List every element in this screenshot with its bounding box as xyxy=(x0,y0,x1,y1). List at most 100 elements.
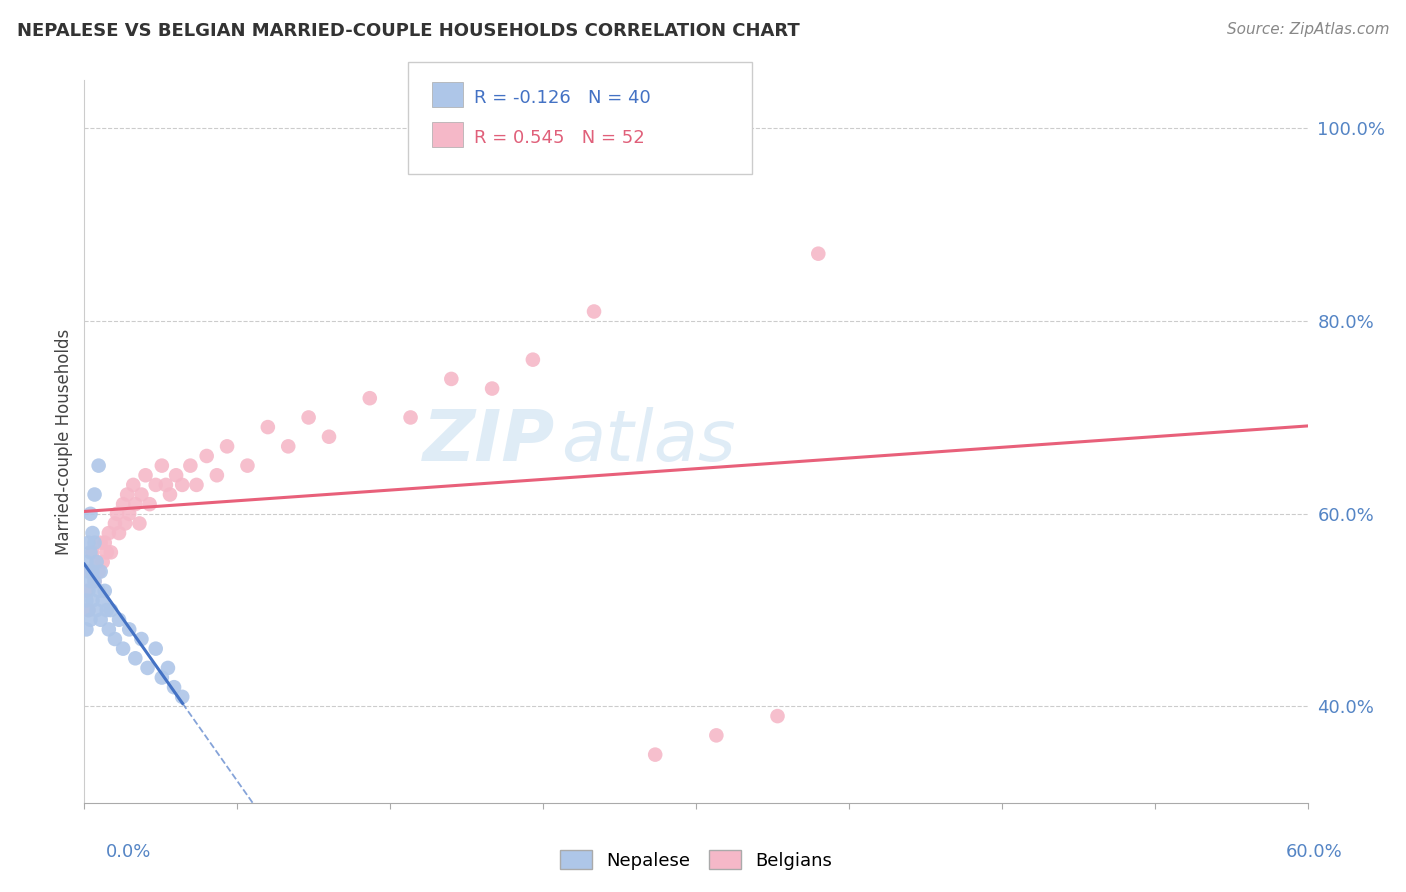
Point xyxy=(118,507,141,521)
Point xyxy=(807,246,830,260)
Point xyxy=(75,593,97,607)
Point xyxy=(277,439,299,453)
Text: 0.0%: 0.0% xyxy=(105,843,150,861)
Point xyxy=(82,545,104,559)
Point xyxy=(150,671,173,685)
Point xyxy=(522,352,544,367)
Point xyxy=(179,458,201,473)
Point xyxy=(115,487,138,501)
Point xyxy=(318,430,340,444)
Text: 60.0%: 60.0% xyxy=(1286,843,1343,861)
Point xyxy=(195,449,218,463)
Point xyxy=(131,487,153,501)
Point xyxy=(118,623,141,637)
Point xyxy=(108,526,131,541)
Point xyxy=(77,565,100,579)
Point xyxy=(79,613,101,627)
Point xyxy=(766,709,789,723)
Point xyxy=(75,583,97,598)
Point xyxy=(257,420,280,434)
Point xyxy=(112,497,135,511)
Point xyxy=(172,690,194,704)
Point xyxy=(236,458,259,473)
Point xyxy=(108,613,131,627)
Point xyxy=(359,391,381,405)
Point xyxy=(82,526,104,541)
Point xyxy=(100,545,122,559)
Text: Source: ZipAtlas.com: Source: ZipAtlas.com xyxy=(1226,22,1389,37)
Y-axis label: Married-couple Households: Married-couple Households xyxy=(55,328,73,555)
Point xyxy=(82,565,104,579)
Point xyxy=(583,304,606,318)
Point xyxy=(79,565,101,579)
Point xyxy=(150,458,173,473)
Point xyxy=(75,623,97,637)
Point xyxy=(114,516,136,531)
Point xyxy=(124,497,146,511)
Point xyxy=(217,439,239,453)
Point xyxy=(97,526,120,541)
Point xyxy=(82,593,104,607)
Point xyxy=(96,545,118,559)
Point xyxy=(172,478,194,492)
Point xyxy=(440,372,463,386)
Point xyxy=(86,603,108,617)
Point xyxy=(77,603,100,617)
Point xyxy=(138,497,160,511)
Point xyxy=(100,603,122,617)
Point xyxy=(122,478,145,492)
Point xyxy=(77,535,100,549)
Text: R = -0.126   N = 40: R = -0.126 N = 40 xyxy=(474,89,651,107)
Point xyxy=(186,478,208,492)
Point xyxy=(155,478,177,492)
Point xyxy=(481,382,503,396)
Point xyxy=(104,516,127,531)
Point xyxy=(93,535,115,549)
Point xyxy=(105,507,128,521)
Point xyxy=(91,555,114,569)
Point xyxy=(83,574,105,589)
Point xyxy=(131,632,153,646)
Point xyxy=(128,516,150,531)
Point xyxy=(205,468,228,483)
Point xyxy=(86,555,108,569)
Text: R = 0.545   N = 52: R = 0.545 N = 52 xyxy=(474,129,644,147)
Point xyxy=(75,555,97,569)
Point xyxy=(79,545,101,559)
Point xyxy=(165,468,187,483)
Point xyxy=(77,603,100,617)
Point xyxy=(83,487,105,501)
Point xyxy=(112,641,135,656)
Point xyxy=(159,487,181,501)
Point xyxy=(136,661,159,675)
Point xyxy=(124,651,146,665)
Point xyxy=(298,410,321,425)
Point xyxy=(90,535,112,549)
Point xyxy=(96,603,118,617)
Point xyxy=(90,565,112,579)
Point xyxy=(145,478,167,492)
Text: NEPALESE VS BELGIAN MARRIED-COUPLE HOUSEHOLDS CORRELATION CHART: NEPALESE VS BELGIAN MARRIED-COUPLE HOUSE… xyxy=(17,22,800,40)
Legend: Nepalese, Belgians: Nepalese, Belgians xyxy=(553,843,839,877)
Point xyxy=(90,613,112,627)
Point xyxy=(104,632,127,646)
Text: ZIP: ZIP xyxy=(423,407,555,476)
Text: atlas: atlas xyxy=(561,407,735,476)
Point xyxy=(91,593,114,607)
Point xyxy=(79,507,101,521)
Point xyxy=(145,641,167,656)
Point xyxy=(79,574,101,589)
Point xyxy=(87,583,110,598)
Point xyxy=(93,583,115,598)
Point xyxy=(706,728,728,742)
Point xyxy=(83,574,105,589)
Point xyxy=(163,680,186,694)
Point xyxy=(644,747,666,762)
Point xyxy=(83,535,105,549)
Point xyxy=(399,410,422,425)
Point xyxy=(77,583,100,598)
Point xyxy=(87,458,110,473)
Point xyxy=(87,565,110,579)
Point xyxy=(86,555,108,569)
Point xyxy=(156,661,179,675)
